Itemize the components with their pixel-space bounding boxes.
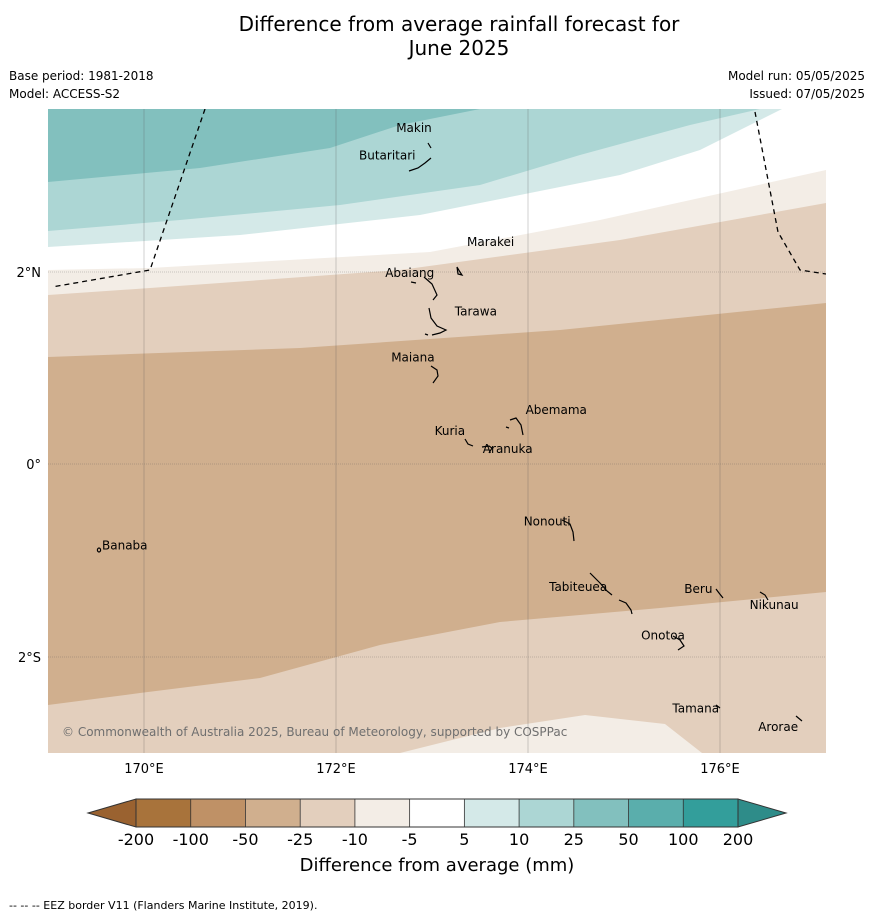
colorbar-tick-label: -10	[342, 830, 368, 849]
map-title: Difference from average rainfall forecas…	[0, 12, 873, 60]
band-tan-neg-50	[48, 303, 826, 705]
colorbar-segment	[683, 799, 739, 827]
colorbar-over-arrow	[737, 798, 788, 828]
colorbar: -200 -100 -50 -25 -10 -5 5 10 25 50 100 200 Differe…	[86, 798, 788, 876]
colorbar-tick-label: 200	[723, 830, 754, 849]
colorbar-tick-label: -200	[118, 830, 154, 849]
colorbar-tick-label: -100	[173, 830, 209, 849]
place-label-banaba: Banaba	[102, 539, 148, 553]
meta-right: Model run: 05/05/2025 Issued: 07/05/2025	[728, 67, 865, 103]
place-label-onotoa: Onotoa	[641, 628, 685, 642]
colorbar-tick-label: -5	[402, 830, 418, 849]
meta-left: Base period: 1981-2018 Model: ACCESS-S2	[9, 67, 154, 103]
eez-border-lines	[51, 109, 826, 288]
place-label-abemama: Abemama	[526, 403, 587, 417]
colorbar-ticks: -200 -100 -50 -25 -10 -5 5 10 25 50 100 200	[118, 830, 753, 849]
place-label-makin: Makin	[396, 121, 432, 135]
title-line-2: June 2025	[408, 36, 510, 60]
place-label-tarawa: Tarawa	[454, 304, 497, 318]
colorbar-tick-label: 5	[459, 830, 469, 849]
lon-tick-170e: 170°E	[124, 762, 164, 777]
colorbar-tick-label: 100	[668, 830, 699, 849]
map-plot-area	[48, 109, 826, 753]
colorbar-segment	[136, 799, 192, 827]
colorbar-tick-label: -25	[287, 830, 313, 849]
base-period: Base period: 1981-2018	[9, 69, 154, 83]
colorbar-segment	[245, 799, 301, 827]
copyright-text: © Commonwealth of Australia 2025, Bureau…	[62, 725, 567, 739]
colorbar-segment	[573, 799, 629, 827]
place-label-maiana: Maiana	[391, 351, 434, 365]
place-label-nikunau: Nikunau	[750, 598, 799, 612]
place-label-butaritari: Butaritari	[359, 148, 416, 162]
place-label-arorae: Arorae	[758, 720, 798, 734]
colorbar-segment	[300, 799, 356, 827]
colorbar-segment	[354, 799, 410, 827]
colorbar-frame	[135, 798, 739, 828]
colorbar-segment	[190, 799, 246, 827]
lon-tick-176e: 176°E	[700, 762, 740, 777]
title-line-1: Difference from average rainfall forecas…	[238, 12, 680, 36]
lat-tick-2n: 2°N	[17, 266, 42, 281]
colorbar-tick-label: -50	[232, 830, 258, 849]
place-label-kuria: Kuria	[435, 424, 466, 438]
legend-title: Difference from average (mm)	[300, 855, 575, 876]
island-outlines	[96, 142, 803, 722]
band-teal-50	[48, 109, 480, 182]
eez-footer-note: -- -- -- EEZ border V11 (Flanders Marine…	[9, 899, 318, 912]
band-pale-south	[400, 715, 702, 753]
colorbar-segment	[409, 799, 465, 827]
model-name: Model: ACCESS-S2	[9, 87, 121, 101]
lat-tick-0: 0°	[26, 458, 41, 473]
lon-tick-174e: 174°E	[508, 762, 548, 777]
issued-date: Issued: 07/05/2025	[749, 87, 865, 101]
colorbar-tick-label: 25	[564, 830, 584, 849]
lat-tick-2s: 2°S	[18, 651, 41, 666]
colorbar-segments	[136, 799, 739, 827]
colorbar-segment	[628, 799, 684, 827]
axis-tick-labels: 170°E 172°E 174°E 176°E 2°N 0° 2°S	[17, 266, 740, 777]
place-labels: Makin Butaritari Marakei Abaiang Tarawa Maian…	[102, 121, 799, 734]
place-label-tabiteuea: Tabiteuea	[548, 580, 607, 594]
colorbar-under-arrow	[86, 798, 137, 828]
colorbar-tick-label: 50	[618, 830, 638, 849]
model-run: Model run: 05/05/2025	[727, 69, 865, 83]
place-label-beru: Beru	[684, 582, 712, 596]
place-label-aranuka: Aranuka	[483, 442, 533, 456]
gridlines	[48, 109, 826, 753]
place-label-nonouti: Nonouti	[524, 515, 571, 529]
lon-tick-172e: 172°E	[316, 762, 356, 777]
place-label-marakei: Marakei	[467, 235, 514, 249]
colorbar-segment	[519, 799, 575, 827]
place-label-abaiang: Abaiang	[385, 266, 434, 280]
rainfall-map: Makin Butaritari Marakei Abaiang Tarawa Maian…	[17, 109, 826, 876]
colorbar-segment	[464, 799, 520, 827]
colorbar-tick-label: 10	[509, 830, 529, 849]
place-label-tamana: Tamana	[671, 702, 719, 716]
